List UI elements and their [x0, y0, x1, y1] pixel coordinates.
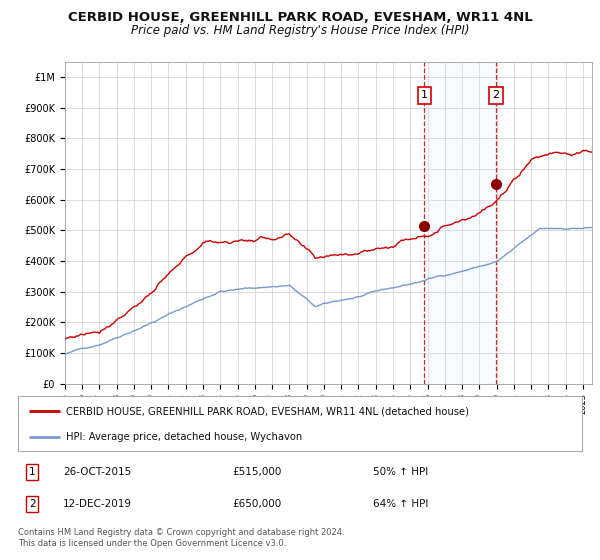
Text: £515,000: £515,000: [232, 468, 281, 477]
Text: HPI: Average price, detached house, Wychavon: HPI: Average price, detached house, Wych…: [66, 432, 302, 442]
Text: 2: 2: [492, 90, 499, 100]
Text: This data is licensed under the Open Government Licence v3.0.: This data is licensed under the Open Gov…: [18, 539, 286, 548]
Text: 1: 1: [421, 90, 428, 100]
Text: 26-OCT-2015: 26-OCT-2015: [63, 468, 131, 477]
Text: 64% ↑ HPI: 64% ↑ HPI: [373, 499, 428, 509]
Text: Price paid vs. HM Land Registry's House Price Index (HPI): Price paid vs. HM Land Registry's House …: [131, 24, 469, 36]
Bar: [424, 62, 496, 384]
Text: 2: 2: [29, 499, 35, 509]
Text: 1: 1: [29, 468, 35, 477]
Text: 12-DEC-2019: 12-DEC-2019: [63, 499, 132, 509]
Text: £650,000: £650,000: [232, 499, 281, 509]
Text: CERBID HOUSE, GREENHILL PARK ROAD, EVESHAM, WR11 4NL (detached house): CERBID HOUSE, GREENHILL PARK ROAD, EVESH…: [66, 407, 469, 416]
Text: 50% ↑ HPI: 50% ↑ HPI: [373, 468, 428, 477]
Text: CERBID HOUSE, GREENHILL PARK ROAD, EVESHAM, WR11 4NL: CERBID HOUSE, GREENHILL PARK ROAD, EVESH…: [68, 11, 532, 24]
Text: Contains HM Land Registry data © Crown copyright and database right 2024.: Contains HM Land Registry data © Crown c…: [18, 528, 344, 537]
